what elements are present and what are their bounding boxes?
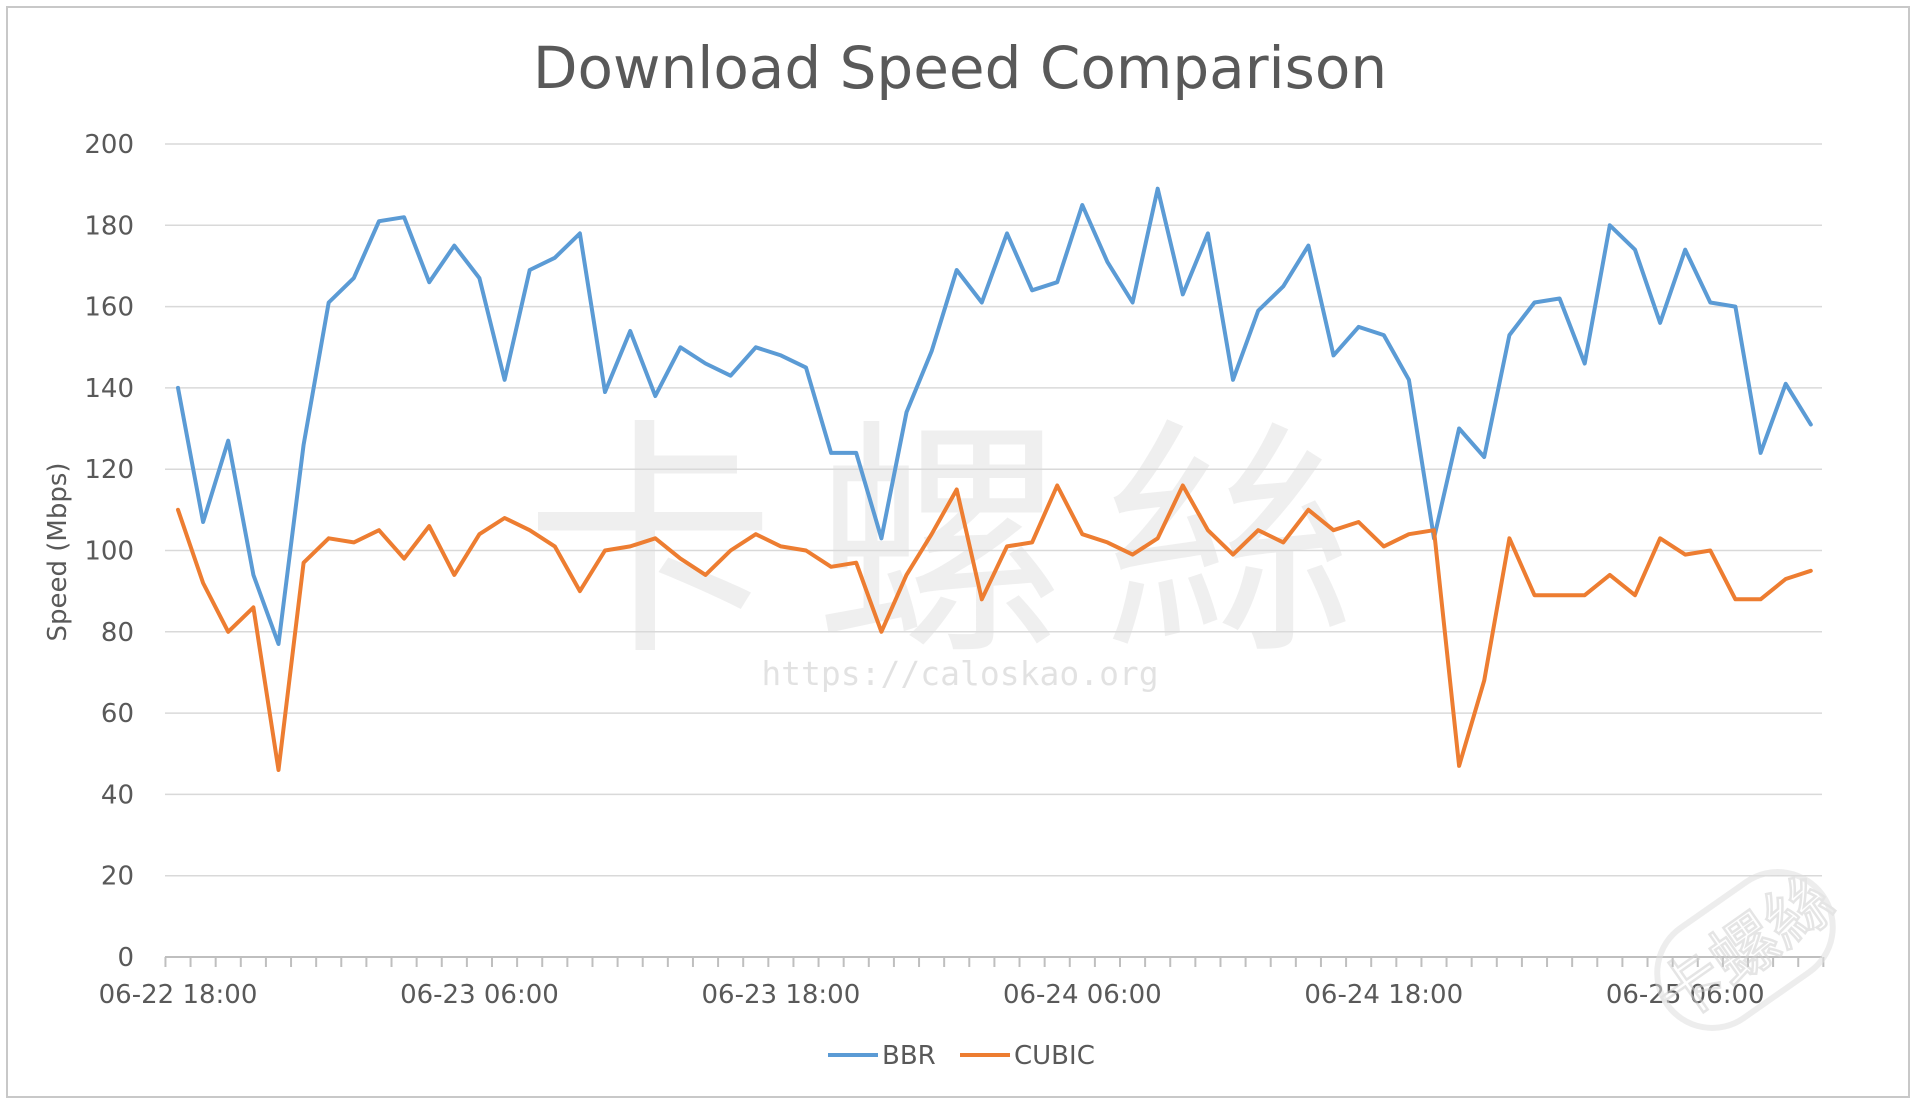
watermark: 卡螺絲 https://caloskao.org [525, 398, 1395, 693]
y-tick-label: 180 [84, 211, 134, 241]
legend-label-bbr: BBR [882, 1041, 936, 1071]
chart-frame [6, 6, 1910, 1098]
y-tick-label: 40 [101, 780, 134, 810]
series-line-cubic [176, 483, 1813, 772]
legend: BBR CUBIC [828, 1041, 1095, 1071]
x-tick-label: 06-23 06:00 [400, 980, 559, 1010]
watermark-chars: 卡螺絲 [525, 398, 1395, 689]
x-tick-label: 06-24 18:00 [1304, 980, 1463, 1010]
y-tick-label: 120 [84, 455, 134, 485]
logo-badge-shape [1654, 869, 1836, 1031]
series-lines [176, 186, 1813, 772]
y-tick-label: 60 [101, 699, 134, 729]
y-axis-ticks: 0 20 40 60 80 100 120 140 160 180 200 [84, 130, 134, 973]
x-tick-label: 06-22 18:00 [99, 980, 258, 1010]
logo-text: 卡螺絲 [1642, 861, 1848, 1038]
y-tick-label: 0 [117, 943, 134, 973]
y-tick-label: 200 [84, 130, 134, 160]
y-tick-label: 20 [101, 862, 134, 892]
series-line-bbr [176, 186, 1813, 646]
watermark-url: https://caloskao.org [761, 654, 1158, 693]
y-tick-label: 140 [84, 374, 134, 404]
y-tick-label: 160 [84, 293, 134, 323]
x-tick-label: 06-25 06:00 [1606, 980, 1765, 1010]
gridlines [165, 143, 1822, 877]
x-axis: 06-22 18:00 06-23 06:00 06-23 18:00 06-24 0… [99, 956, 1825, 1010]
y-axis-title: Speed (Mbps) [43, 462, 73, 641]
y-tick-label: 80 [101, 618, 134, 648]
chart-title: Download Speed Comparison [533, 34, 1387, 102]
corner-logo: 卡螺絲 [1640, 860, 1849, 1039]
x-tick-label: 06-24 06:00 [1003, 980, 1162, 1010]
legend-label-cubic: CUBIC [1014, 1041, 1095, 1071]
y-tick-label: 100 [84, 537, 134, 567]
x-tick-label: 06-23 18:00 [702, 980, 861, 1010]
